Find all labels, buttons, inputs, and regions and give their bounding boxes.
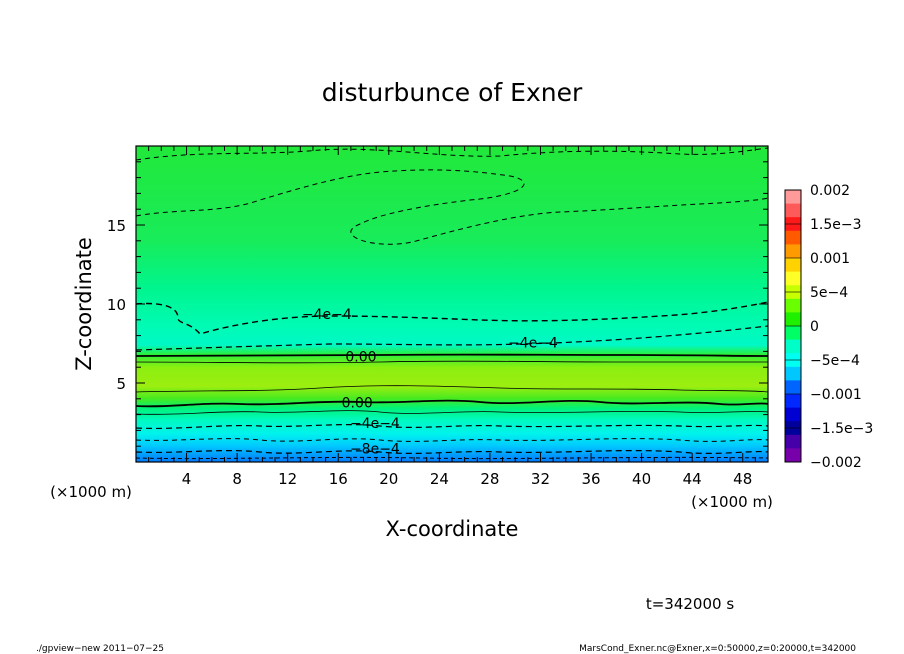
colorbar-segment: [785, 271, 801, 286]
colorbar-segment: [785, 434, 801, 449]
x-tick-label: 40: [632, 470, 651, 488]
colorbar-label: 5e−4: [810, 285, 848, 301]
x-tick-label: 32: [531, 470, 550, 488]
x-unit-right: (×1000 m): [691, 493, 773, 511]
footer-left: ./gpview−new 2011−07−25: [36, 644, 164, 654]
x-tick-label: 20: [379, 470, 398, 488]
contour-label-layer: −4e−4 −4e−4 0.00 0.00 −4e−4 −8e−4: [302, 307, 558, 457]
contour-line-dash-e: [136, 438, 768, 442]
colorbar-segment: [785, 448, 801, 463]
colorbar-segment: [785, 203, 801, 218]
x-tick-label: 28: [480, 470, 499, 488]
colorbar-segment: [785, 407, 801, 422]
colorbar-segment: [785, 230, 801, 245]
contour-line-dash-g: [136, 456, 768, 460]
x-tick-label: 8: [232, 470, 242, 488]
colorbar-label: −0.002: [810, 455, 862, 471]
y-tick-label: 5: [116, 375, 126, 393]
x-tick-label: 4: [182, 470, 192, 488]
colorbar-label: −0.001: [810, 387, 862, 403]
contour-line-minus4e-4-mid: [136, 325, 768, 351]
x-tick-label: 44: [683, 470, 702, 488]
contour-label: −4e−4: [508, 336, 558, 352]
contour-line-minus4e-4-upper: [136, 301, 768, 335]
colorbar-segment: [785, 326, 801, 341]
contour-line-thin-a: [136, 360, 768, 364]
colorbar-label: 0: [810, 319, 819, 335]
x-tick-label: 12: [278, 470, 297, 488]
colorbar: 0.002 1.5e−3 0.001 5e−4 0 −5e−4 −0.001 −1.5e−3 −…: [784, 183, 873, 471]
x-unit-left: (×1000 m): [50, 483, 132, 501]
contour-line-zero-lower: [136, 399, 768, 408]
contour-line-dash-f: [136, 449, 768, 455]
footer-right: MarsCond_Exner.nc@Exner,x=0:50000,z=0:20…: [579, 644, 856, 654]
colorbar-label: −5e−4: [810, 353, 860, 369]
contour-line-zero-upper: [136, 353, 768, 357]
contour-label: 0.00: [342, 396, 373, 412]
x-axis: 4 8 12 16 20 24 28 32 36 40 44 48: [148, 146, 756, 488]
x-axis-label: X-coordinate: [386, 517, 519, 541]
colorbar-segment: [785, 380, 801, 395]
contour-label: −4e−4: [302, 307, 352, 323]
contour-label: −8e−4: [350, 441, 400, 457]
contour-line-thin-b: [136, 385, 768, 393]
field-shading: [136, 146, 768, 462]
colorbar-label: 0.001: [810, 251, 850, 267]
x-tick-label: 48: [733, 470, 752, 488]
y-tick-label: 10: [107, 296, 126, 314]
colorbar-segment: [785, 244, 801, 259]
y-axis: 5 10 15: [107, 161, 768, 447]
time-label: t=342000 s: [646, 595, 734, 613]
colorbar-segment: [785, 298, 801, 313]
y-axis-label: Z-coordinate: [72, 237, 96, 371]
contour-label: 0.00: [345, 350, 376, 366]
x-tick-label: 24: [430, 470, 449, 488]
x-tick-label: 16: [329, 470, 348, 488]
colorbar-segment: [785, 258, 801, 273]
colorbar-segment: [785, 339, 801, 354]
contour-line-thin-c: [136, 410, 768, 415]
colorbar-segment: [785, 190, 801, 205]
contour-line-top: [136, 147, 768, 161]
plot-area: −4e−4 −4e−4 0.00 0.00 −4e−4 −8e−4: [136, 146, 768, 462]
colorbar-segment: [785, 366, 801, 381]
colorbar-label: −1.5e−3: [810, 421, 873, 437]
contour-lines: [136, 147, 768, 460]
colorbar-segment: [785, 312, 801, 327]
contour-label: −4e−4: [350, 416, 400, 432]
colorbar-label: 0.002: [810, 183, 850, 199]
colorbar-label: 1.5e−3: [810, 217, 862, 233]
y-tick-label: 15: [107, 217, 126, 235]
chart-title: disturbunce of Exner: [322, 78, 583, 107]
contour-line-dash-d: [136, 423, 768, 430]
colorbar-segment: [785, 394, 801, 409]
x-tick-label: 36: [581, 470, 600, 488]
